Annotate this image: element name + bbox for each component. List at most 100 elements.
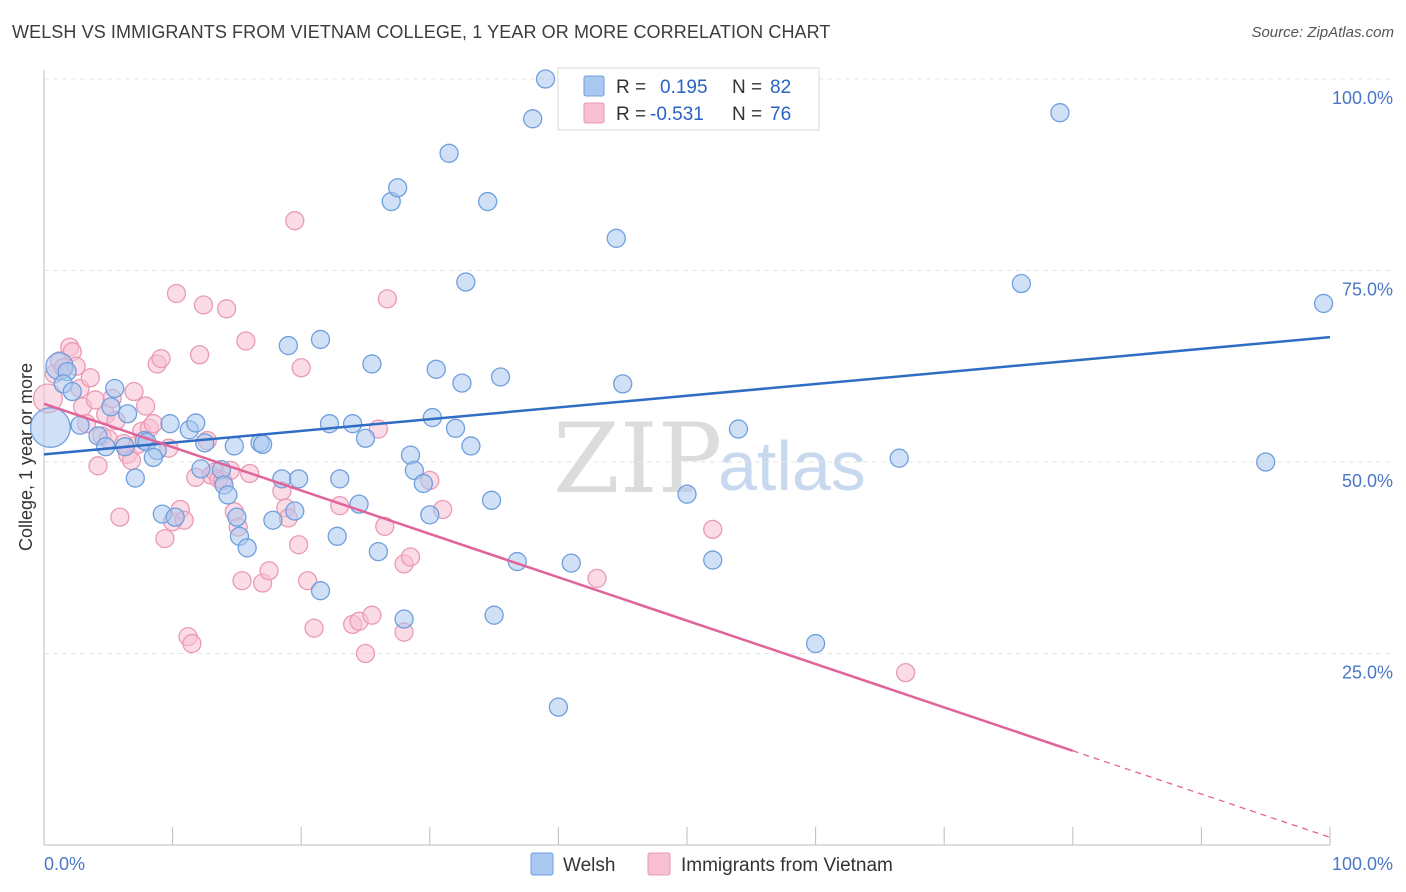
vietnam-point: [193, 295, 214, 315]
vietnam-point: [355, 643, 376, 664]
welsh-point: [420, 505, 440, 525]
welsh-point: [368, 541, 389, 562]
vietnam-r-value: -0.531: [650, 104, 704, 125]
vietnam-point: [80, 368, 100, 388]
vietnam-point: [587, 568, 607, 589]
welsh-r-value: 0.195: [660, 77, 708, 98]
welsh-point: [105, 378, 125, 399]
vietnam-point: [216, 299, 237, 319]
y-tick-labels: 25.0% 50.0% 75.0% 100.0%: [1332, 88, 1393, 683]
vietnam-point: [400, 547, 421, 567]
welsh-point: [1313, 293, 1334, 314]
welsh-point: [117, 404, 138, 424]
series-legend: Welsh Immigrants from Vietnam: [530, 852, 893, 876]
vietnam-point: [182, 633, 202, 654]
watermark-atlas: atlas: [718, 427, 866, 505]
welsh-point: [263, 510, 283, 530]
welsh-n-label: N =: [732, 77, 762, 98]
vietnam-point: [166, 283, 187, 304]
vietnam-point: [304, 618, 324, 638]
welsh-swatch: [583, 75, 605, 97]
welsh-point: [413, 473, 434, 494]
y-tick-label-25: 25.0%: [1342, 663, 1393, 683]
welsh-point: [191, 459, 211, 479]
welsh-r-label: R =: [616, 77, 646, 98]
welsh-point: [481, 490, 502, 510]
vietnam-point: [232, 571, 252, 591]
welsh-point: [484, 605, 504, 625]
welsh-point: [1256, 452, 1276, 472]
welsh-point: [342, 414, 363, 434]
welsh-point: [186, 413, 206, 433]
y-axis-title: College, 1 year or more: [16, 363, 36, 551]
x-tick-label-min: 0.0%: [44, 854, 85, 874]
vietnam-trend-line: [43, 402, 1074, 752]
vietnam-point: [124, 381, 144, 402]
y-tick-label-100: 100.0%: [1332, 88, 1393, 108]
legend-welsh-label: Welsh: [563, 855, 615, 876]
welsh-point: [426, 359, 446, 379]
welsh-point: [1011, 273, 1032, 294]
welsh-point: [1050, 103, 1070, 123]
welsh-point: [160, 414, 180, 434]
stats-legend: R = 0.195 N = 82 R = -0.531 N = 76: [557, 67, 820, 131]
welsh-point: [143, 447, 163, 468]
vietnam-point: [151, 348, 171, 369]
welsh-point: [439, 143, 459, 163]
welsh-point: [613, 374, 633, 394]
legend-vietnam-label: Immigrants from Vietnam: [681, 855, 893, 876]
welsh-point: [561, 553, 581, 573]
welsh-point: [387, 178, 408, 198]
vietnam-r-label: R =: [616, 104, 646, 125]
vietnam-point: [703, 519, 723, 540]
welsh-point: [195, 433, 215, 453]
welsh-point: [889, 448, 909, 468]
welsh-point: [452, 373, 472, 393]
welsh-point: [728, 419, 749, 439]
vietnam-n-label: N =: [732, 104, 762, 125]
vietnam-point: [895, 663, 916, 683]
legend-vietnam-swatch: [647, 852, 671, 876]
vietnam-point: [143, 414, 163, 434]
welsh-point: [478, 191, 498, 212]
welsh-point: [606, 228, 626, 248]
welsh-point: [278, 335, 298, 356]
welsh-point: [456, 272, 476, 292]
welsh-trend-line: [43, 335, 1331, 456]
vietnam-point: [377, 289, 398, 309]
vietnam-point: [189, 345, 210, 365]
vietnam-point: [297, 571, 318, 591]
welsh-point: [355, 428, 376, 448]
vietnam-point: [285, 211, 305, 231]
welsh-point: [677, 484, 697, 504]
welsh-point: [310, 581, 331, 601]
welsh-point: [523, 109, 543, 129]
welsh-point: [62, 381, 82, 402]
welsh-point: [703, 550, 723, 570]
y-tick-label-50: 50.0%: [1342, 471, 1393, 491]
trend-lines: [43, 335, 1331, 838]
y-tick-label-75: 75.0%: [1342, 280, 1393, 300]
welsh-point: [330, 469, 350, 489]
welsh-point: [288, 469, 309, 489]
vietnam-point: [155, 528, 175, 549]
watermark-zip: ZIP: [553, 403, 722, 515]
vietnam-point: [291, 358, 311, 378]
welsh-point: [362, 354, 382, 374]
chart-title: WELSH VS IMMIGRANTS FROM VIETNAM COLLEGE…: [12, 22, 831, 42]
welsh-point: [227, 507, 247, 527]
welsh-point: [394, 609, 414, 629]
welsh-point: [237, 538, 257, 558]
vietnam-point: [88, 456, 108, 476]
vietnam-point: [288, 535, 309, 555]
welsh-point: [224, 436, 244, 456]
welsh-point: [490, 367, 511, 387]
vietnam-point: [375, 516, 395, 536]
axis-layer: [43, 70, 1331, 846]
vietnam-n-value: 76: [770, 104, 791, 125]
welsh-point: [101, 397, 121, 417]
vietnam-point: [362, 605, 382, 625]
welsh-point: [445, 418, 466, 438]
vietnam-point: [110, 507, 130, 527]
